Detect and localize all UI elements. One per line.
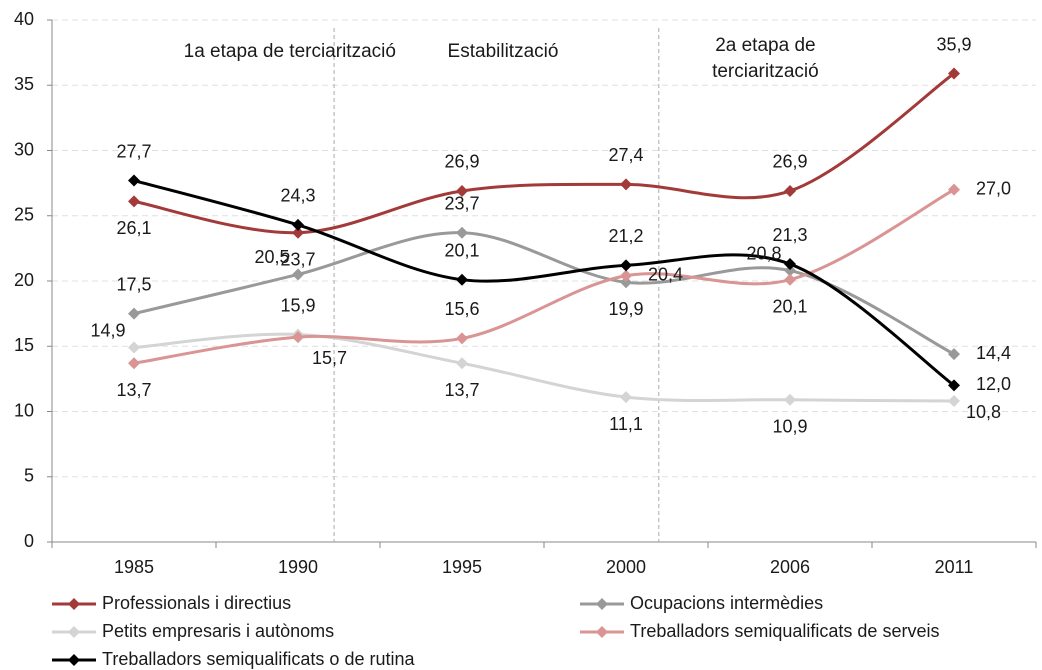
marker [128, 174, 140, 187]
data-label: 35,9 [936, 34, 971, 54]
period-label: terciarització [712, 61, 819, 82]
data-label: 26,9 [772, 152, 807, 172]
series-line [133, 188, 955, 365]
y-tick-label: 35 [14, 74, 34, 94]
series-line [133, 231, 955, 356]
data-label: 27,0 [976, 178, 1011, 198]
legend-label: Treballadors semiqualificats o de rutina [102, 649, 415, 669]
legend-marker [68, 626, 80, 638]
marker [784, 273, 796, 286]
marker [456, 273, 468, 286]
data-label: 14,4 [976, 343, 1011, 363]
marker [784, 184, 796, 197]
data-label: 20,1 [772, 296, 807, 316]
marker [456, 184, 468, 197]
data-label: 15,7 [312, 348, 347, 368]
period-label: Estabilització [448, 41, 559, 62]
marker [292, 268, 304, 281]
data-label: 12,0 [976, 374, 1011, 394]
marker [948, 348, 960, 361]
marker [948, 67, 960, 80]
marker [128, 195, 140, 208]
y-tick-label: 0 [24, 531, 34, 551]
data-label: 15,6 [444, 299, 479, 319]
data-label: 27,7 [116, 141, 151, 161]
series-line [133, 72, 955, 235]
marker [128, 341, 140, 354]
marker [948, 183, 960, 196]
y-tick-label: 10 [14, 400, 34, 420]
data-label: 10,8 [966, 402, 1001, 422]
series-line [133, 179, 955, 387]
data-label: 20,4 [648, 265, 683, 285]
marker [292, 226, 304, 239]
marker [128, 307, 140, 320]
marker [784, 264, 796, 277]
data-label: 20,1 [444, 240, 479, 260]
marker [948, 395, 960, 408]
legend-marker [596, 626, 608, 638]
legend-marker [596, 598, 608, 610]
data-label: 23,7 [444, 193, 479, 213]
data-label: 14,9 [90, 320, 125, 340]
legend-label: Treballadors semiqualificats de serveis [630, 621, 939, 641]
data-label: 21,2 [608, 226, 643, 246]
x-tick-label: 1995 [442, 557, 482, 577]
x-tick-label: 1990 [278, 557, 318, 577]
period-label: 2a etapa de [715, 35, 815, 56]
data-label: 13,7 [444, 380, 479, 400]
data-label: 17,5 [116, 274, 151, 294]
y-tick-label: 20 [14, 270, 34, 290]
series-line [133, 332, 955, 403]
data-label: 26,9 [444, 152, 479, 172]
data-label: 10,9 [772, 417, 807, 437]
y-tick-label: 15 [14, 335, 34, 355]
x-tick-label: 2000 [606, 557, 646, 577]
x-tick-label: 2011 [935, 557, 974, 577]
data-label: 24,3 [280, 186, 315, 206]
x-tick-label: 1985 [114, 557, 154, 577]
data-label: 13,7 [116, 380, 151, 400]
data-label: 19,9 [608, 299, 643, 319]
marker [620, 269, 632, 282]
legend-label: Professionals i directius [102, 593, 291, 613]
marker [620, 276, 632, 289]
data-label: 27,4 [608, 145, 643, 165]
legend-marker [68, 598, 80, 610]
marker [620, 178, 632, 191]
x-tick-label: 2006 [770, 557, 810, 577]
data-label: 11,1 [609, 414, 643, 434]
legend-marker [68, 654, 80, 666]
marker [456, 226, 468, 239]
data-label: 23,7 [280, 249, 315, 269]
marker [784, 258, 796, 271]
y-tick-label: 5 [24, 466, 34, 486]
marker [620, 259, 632, 272]
data-label: 20,8 [746, 243, 781, 263]
legend-label: Petits empresaris i autònoms [102, 621, 334, 641]
data-label: 20,5 [254, 247, 289, 267]
marker [456, 332, 468, 345]
period-label: 1a etapa de terciarització [184, 41, 396, 62]
marker [456, 357, 468, 370]
y-tick-label: 40 [14, 9, 34, 29]
data-label: 26,1 [116, 218, 151, 238]
marker [948, 379, 960, 392]
legend-label: Ocupacions intermèdies [630, 593, 823, 613]
marker [292, 331, 304, 344]
marker [784, 393, 796, 406]
y-tick-label: 25 [14, 205, 34, 225]
y-tick-label: 30 [14, 139, 34, 159]
marker [620, 391, 632, 404]
data-label: 15,9 [280, 295, 315, 315]
marker [128, 357, 140, 370]
data-label: 21,3 [772, 225, 807, 245]
marker [292, 218, 304, 231]
